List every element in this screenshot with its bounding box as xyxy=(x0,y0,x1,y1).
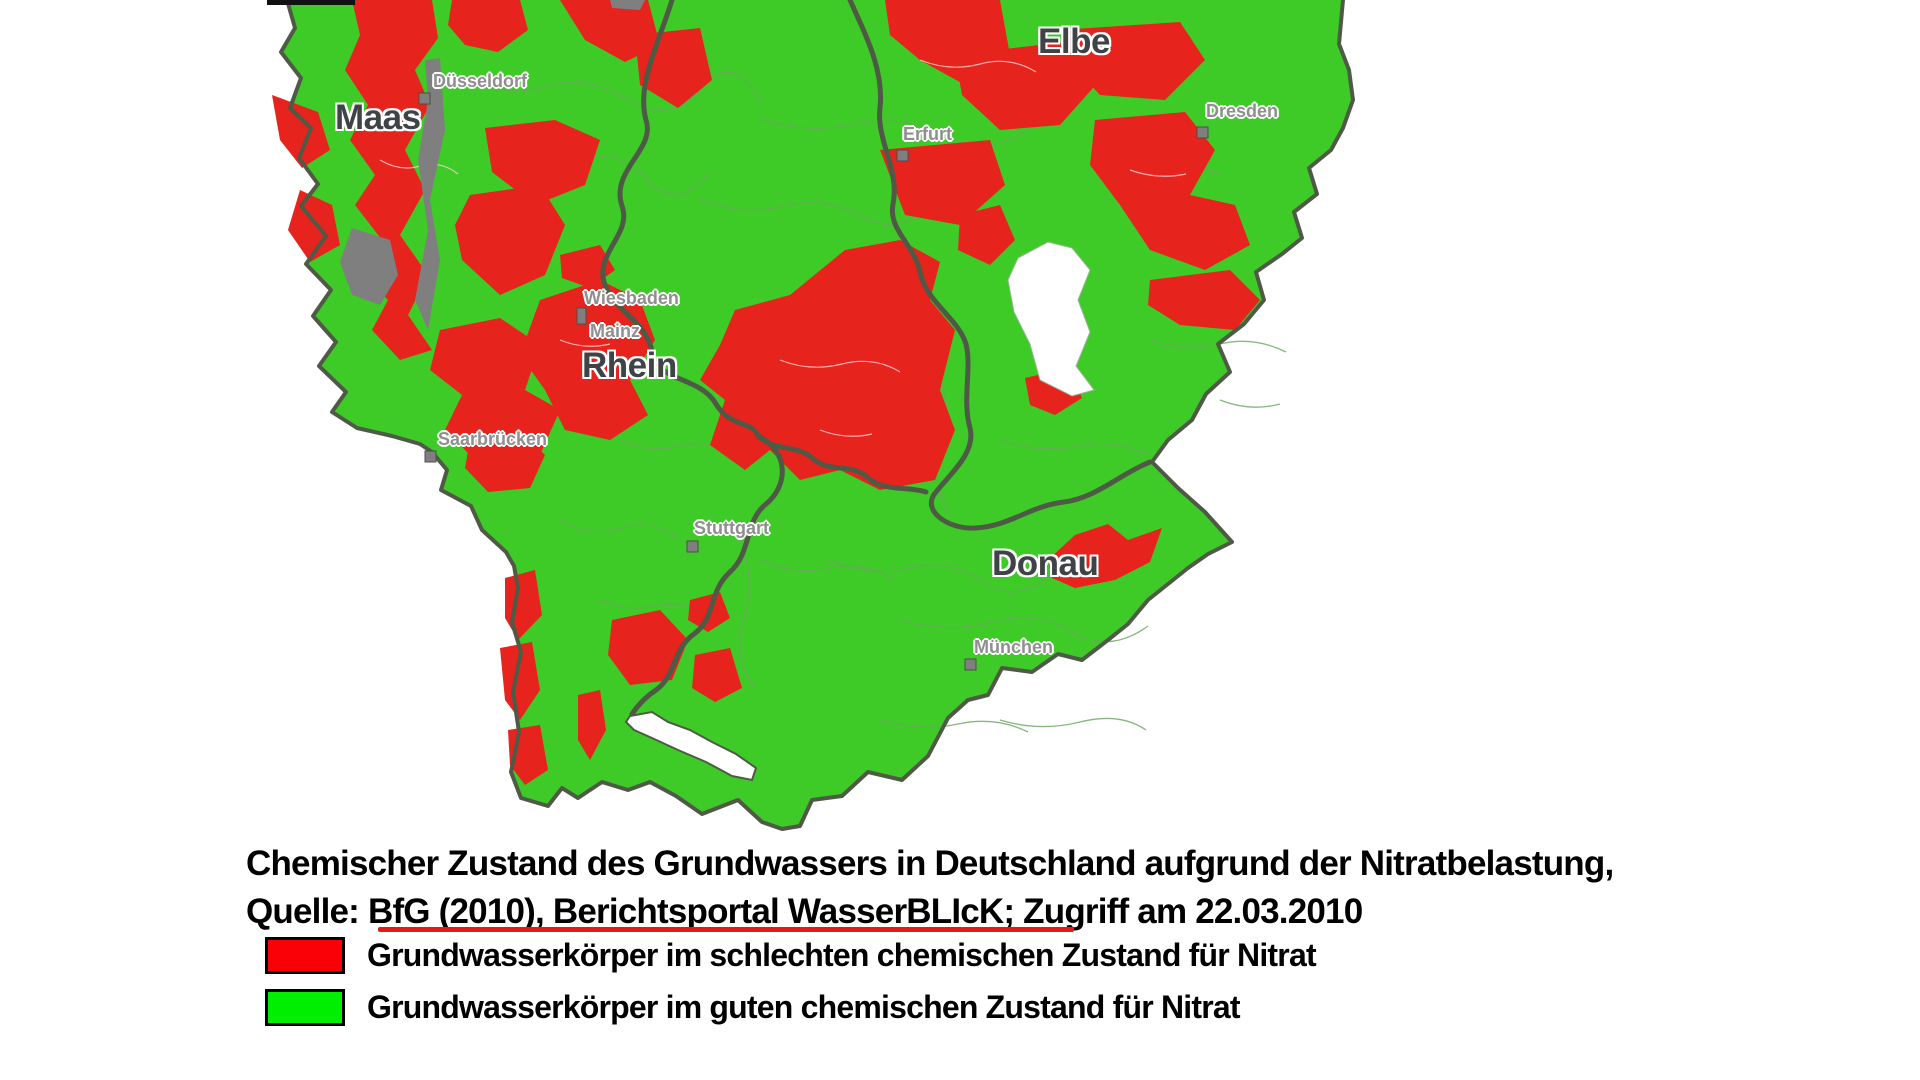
city-markers xyxy=(418,92,1209,671)
figure-caption: Chemischer Zustand des Grundwassers in D… xyxy=(246,840,1806,936)
legend-row-good-status: Grundwasserkörper im guten chemischen Zu… xyxy=(265,989,1316,1026)
legend-label-good-status: Grundwasserkörper im guten chemischen Zu… xyxy=(367,989,1241,1025)
bad-status-areas xyxy=(272,0,1260,785)
unassessed-area xyxy=(1007,241,1095,397)
city-marker-wiesbaden xyxy=(576,307,587,325)
source-underline xyxy=(378,927,1074,932)
city-marker-dresden xyxy=(1196,126,1209,139)
lake-constance xyxy=(624,710,758,782)
legend-row-bad-status: Grundwasserkörper im schlechten chemisch… xyxy=(265,937,1317,974)
caption-line-2: Quelle: BfG (2010), Berichtsportal Wasse… xyxy=(246,892,1363,931)
city-marker-stuttgart xyxy=(686,540,699,553)
national-border xyxy=(279,0,1355,831)
legend-swatch-bad-status xyxy=(265,937,345,974)
sub-basin-lines-light xyxy=(379,59,1187,437)
legend-label-bad-status: Grundwasserkörper im schlechten chemisch… xyxy=(367,937,1317,973)
city-marker-erfurt xyxy=(896,149,909,162)
legend: Grundwasserkörper im schlechten chemisch… xyxy=(265,937,1317,1041)
city-marker-muenchen xyxy=(964,658,977,671)
basin-boundaries xyxy=(600,0,1153,717)
map-svg xyxy=(267,0,1355,831)
legend-swatch-good-status xyxy=(265,989,345,1026)
city-marker-duesseldorf xyxy=(418,92,431,105)
crop-edge-bar xyxy=(267,0,355,5)
caption-line-1: Chemischer Zustand des Grundwassers in D… xyxy=(246,844,1614,883)
city-marker-saarbruecken xyxy=(424,450,437,463)
urban-gray-areas xyxy=(340,0,645,330)
germany-groundwater-map: Maas Elbe Rhein Donau Düsseldorf Erfurt … xyxy=(267,0,1355,831)
